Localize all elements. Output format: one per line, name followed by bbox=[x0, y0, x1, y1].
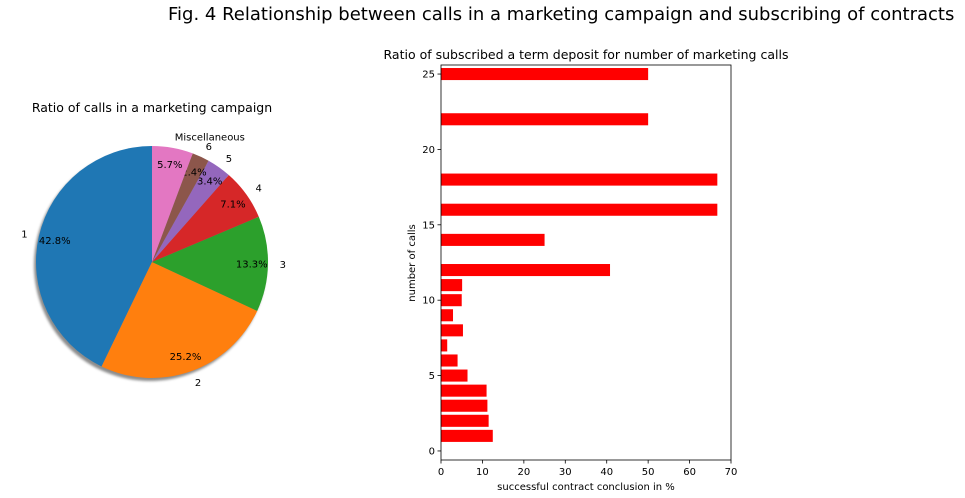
pie-pct-miscellaneous: 5.7% bbox=[157, 160, 182, 171]
y-tick-label: 25 bbox=[422, 70, 435, 81]
bar-calls-4 bbox=[441, 384, 487, 397]
x-tick-label: 40 bbox=[600, 467, 613, 478]
y-tick-label: 5 bbox=[429, 371, 435, 382]
bar-calls-22 bbox=[441, 113, 649, 126]
bar-calls-9 bbox=[441, 309, 454, 322]
x-tick-label: 70 bbox=[725, 467, 738, 478]
pie-label-1: 1 bbox=[21, 230, 27, 241]
bar-calls-1 bbox=[441, 429, 493, 442]
bar-calls-18 bbox=[441, 173, 718, 186]
y-tick-label: 15 bbox=[422, 220, 435, 231]
bar-title: Ratio of subscribed a term deposit for n… bbox=[384, 47, 789, 62]
bar-calls-7 bbox=[441, 339, 448, 352]
pie-slice-6 bbox=[152, 153, 209, 262]
x-tick-label: 30 bbox=[559, 467, 572, 478]
bar-calls-25 bbox=[441, 68, 649, 81]
pie-pct-2: 25.2% bbox=[170, 352, 202, 363]
bar-calls-16 bbox=[441, 203, 718, 216]
bar-calls-12 bbox=[441, 264, 611, 277]
x-tick-label: 60 bbox=[683, 467, 696, 478]
pie-label-4: 4 bbox=[256, 183, 262, 194]
pie-title: Ratio of calls in a marketing campaign bbox=[32, 100, 272, 115]
pie-pct-6: 2.4% bbox=[181, 167, 206, 178]
y-tick-label: 10 bbox=[422, 296, 435, 307]
y-tick-label: 20 bbox=[422, 145, 435, 156]
pie-label-5: 5 bbox=[226, 154, 232, 165]
bar-chart: 0 10 20 30 40 50 60 70 0 5 10 15 20 25 bbox=[422, 64, 738, 478]
bar-calls-6 bbox=[441, 354, 458, 367]
pie-pct-1: 42.8% bbox=[39, 236, 71, 247]
pie-label-6: 6 bbox=[206, 142, 212, 153]
pie-slice-miscellaneous bbox=[152, 146, 193, 262]
bar-calls-2 bbox=[441, 414, 489, 427]
pie-chart: 1 42.8% 2 25.2% 3 13.3% 4 7.1% 5 3.4% 6 2.4% Miscell… bbox=[21, 132, 286, 389]
bar-calls-14 bbox=[441, 233, 545, 246]
pie-label-miscellaneous: Miscellaneous bbox=[175, 132, 245, 143]
x-tick-label: 20 bbox=[517, 467, 530, 478]
pie-slice-5 bbox=[152, 160, 229, 262]
bar-calls-10 bbox=[441, 294, 462, 307]
bar-xlabel: successful contract conclusion in % bbox=[497, 482, 675, 493]
pie-label-2: 2 bbox=[195, 378, 201, 389]
bar-calls-8 bbox=[441, 324, 463, 337]
pie-slice-4 bbox=[152, 175, 259, 262]
pie-slice-1 bbox=[35, 146, 153, 367]
bar-calls-11 bbox=[441, 279, 463, 292]
figure-title: Fig. 4 Relationship between calls in a m… bbox=[168, 4, 955, 25]
pie-slice-2 bbox=[101, 262, 258, 378]
bar-calls-3 bbox=[441, 399, 488, 412]
bar-ylabel: number of calls bbox=[407, 224, 418, 301]
pie-label-3: 3 bbox=[280, 260, 286, 271]
x-tick-label: 0 bbox=[438, 467, 444, 478]
pie-pct-5: 3.4% bbox=[197, 177, 222, 188]
pie-pct-3: 13.3% bbox=[236, 260, 268, 271]
x-tick-label: 50 bbox=[642, 467, 655, 478]
pie-slice-3 bbox=[152, 216, 268, 311]
y-tick-label: 0 bbox=[429, 446, 435, 457]
x-tick-label: 10 bbox=[476, 467, 489, 478]
bar-calls-5 bbox=[441, 369, 468, 382]
bar-plot-frame bbox=[440, 64, 732, 461]
pie-pct-4: 7.1% bbox=[220, 200, 245, 211]
